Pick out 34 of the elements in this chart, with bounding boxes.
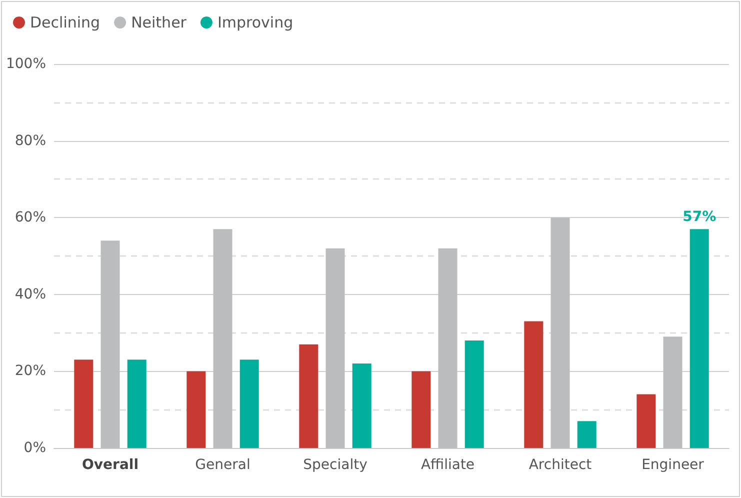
y-tick-label: 0% [24,440,46,456]
legend-label: Improving [217,14,294,32]
bar [636,394,656,448]
x-tick-label: General [195,457,250,473]
x-tick-label: Specialty [303,457,368,473]
bar [663,336,682,448]
bar [213,229,232,448]
bar [464,340,484,448]
bar [690,229,709,448]
bar [127,360,146,448]
bar [412,371,431,448]
bar [186,371,206,448]
bar [577,421,596,448]
bar [326,248,345,448]
bar [438,248,458,448]
y-tick-label: 100% [6,56,46,72]
data-label: 57% [682,209,716,226]
x-tick-label: Overall [82,457,138,473]
bar [100,240,120,448]
bar [299,344,318,448]
y-tick-label: 80% [14,132,46,149]
bar [74,360,94,448]
y-tick-label: 60% [14,210,46,226]
bar [550,218,570,448]
bar [240,360,259,448]
bar [352,364,372,448]
x-tick-label: Engineer [642,457,704,473]
y-tick-label: 20% [14,363,46,380]
bar [524,321,544,448]
y-tick-label: 40% [14,286,46,302]
legend-label: Neither [131,14,188,32]
x-tick-label: Architect [528,457,592,473]
x-tick-label: Affiliate [420,457,475,473]
legend-label: Declining [30,14,100,32]
